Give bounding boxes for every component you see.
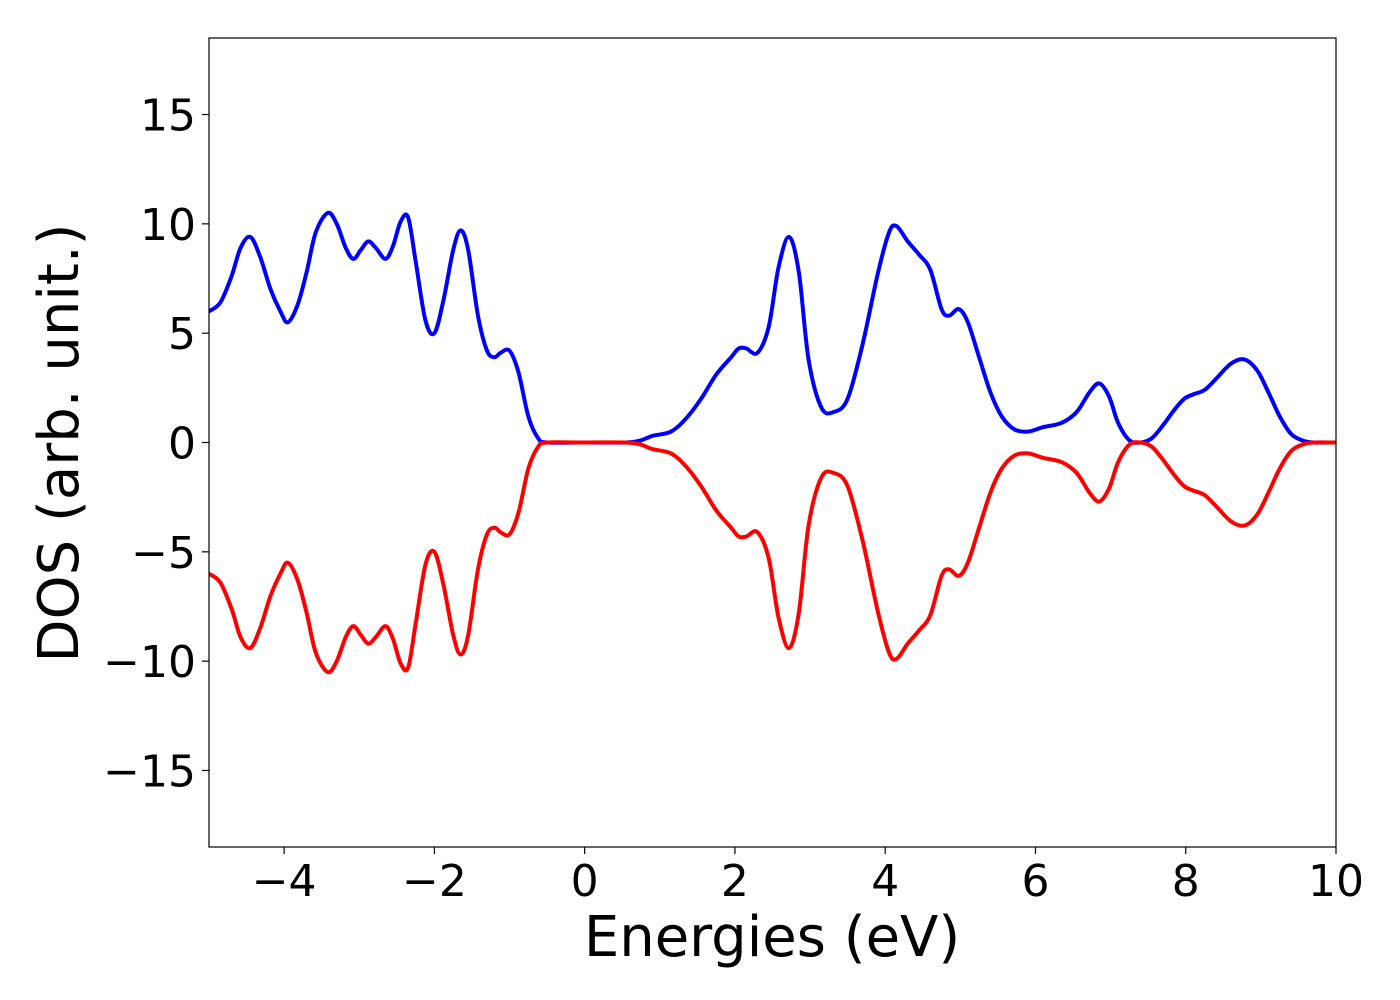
x-axis-label: Energies (eV)	[584, 905, 960, 970]
y-tick-label: 0	[168, 419, 196, 470]
y-axis-label: DOS (arb. unit.)	[27, 223, 92, 662]
y-tick-label: 10	[140, 200, 196, 251]
x-tick-label: 4	[871, 856, 899, 907]
series-line-1	[209, 440, 1336, 675]
x-tick-label: −2	[402, 856, 467, 907]
x-axis-ticks: −4 −2 0 2 4 6 8 10	[252, 847, 1364, 907]
x-tick-label: 0	[571, 856, 599, 907]
series-layer	[209, 210, 1336, 675]
plot-frame	[208, 37, 1337, 848]
y-tick-label: −15	[103, 746, 196, 797]
x-tick-label: 6	[1021, 856, 1049, 907]
x-tick-label: 10	[1308, 856, 1364, 907]
series-line-0	[209, 210, 1336, 445]
y-axis-ticks: −15 −10 −5 0 5 10 15	[103, 91, 209, 797]
y-tick-label: −5	[131, 528, 196, 579]
x-tick-label: 8	[1172, 856, 1200, 907]
x-tick-label: −4	[252, 856, 317, 907]
x-tick-label: 2	[721, 856, 749, 907]
y-tick-label: 15	[140, 91, 196, 142]
y-tick-label: 5	[168, 309, 196, 360]
y-tick-label: −10	[103, 637, 196, 688]
